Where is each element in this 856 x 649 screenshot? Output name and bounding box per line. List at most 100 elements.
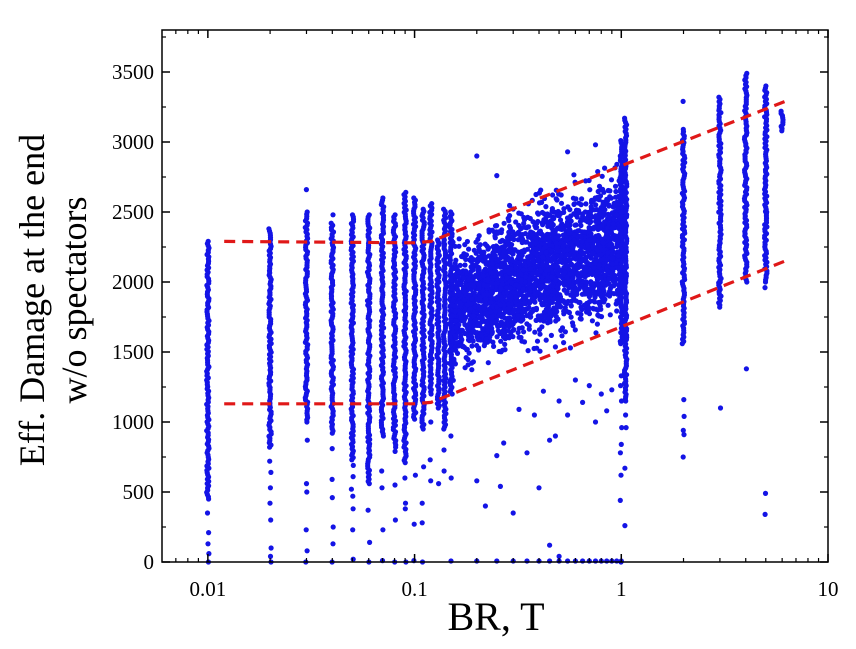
data-point bbox=[402, 500, 409, 506]
data-point bbox=[466, 246, 472, 252]
data-point bbox=[616, 225, 622, 231]
data-point bbox=[493, 295, 499, 301]
data-point bbox=[599, 236, 605, 242]
data-point bbox=[543, 285, 549, 291]
data-point bbox=[587, 298, 594, 304]
data-point bbox=[268, 469, 274, 475]
data-point bbox=[573, 207, 580, 213]
data-point bbox=[527, 215, 533, 222]
data-point bbox=[494, 334, 500, 340]
data-point bbox=[543, 337, 549, 343]
data-point bbox=[502, 309, 509, 315]
data-point bbox=[556, 248, 562, 254]
data-point bbox=[402, 475, 408, 481]
data-point bbox=[543, 204, 549, 210]
data-point bbox=[553, 277, 559, 283]
data-point bbox=[586, 305, 592, 311]
data-point bbox=[579, 196, 585, 202]
data-point bbox=[329, 476, 335, 482]
data-point bbox=[604, 558, 610, 564]
data-point bbox=[304, 489, 310, 495]
data-point bbox=[568, 303, 574, 309]
data-point bbox=[521, 300, 527, 306]
data-point bbox=[571, 201, 577, 207]
data-point bbox=[489, 329, 495, 335]
data-point bbox=[485, 276, 491, 282]
data-point bbox=[573, 196, 579, 202]
data-point bbox=[597, 292, 604, 298]
data-point bbox=[330, 212, 336, 218]
data-point bbox=[542, 244, 549, 250]
data-point bbox=[534, 345, 540, 351]
data-point bbox=[607, 242, 613, 248]
data-point bbox=[539, 236, 546, 242]
data-point bbox=[500, 253, 506, 259]
data-point bbox=[506, 257, 512, 263]
data-point bbox=[461, 284, 467, 290]
data-point bbox=[618, 472, 624, 478]
data-point bbox=[762, 279, 769, 285]
data-point bbox=[520, 308, 526, 315]
data-point bbox=[589, 318, 596, 324]
data-point bbox=[482, 503, 488, 509]
data-point bbox=[450, 377, 456, 383]
data-point bbox=[519, 237, 525, 243]
data-point bbox=[465, 362, 471, 368]
data-point bbox=[717, 405, 724, 411]
data-point bbox=[518, 277, 525, 283]
data-point bbox=[402, 506, 408, 512]
data-point bbox=[536, 229, 543, 235]
data-point bbox=[464, 238, 470, 245]
data-point bbox=[474, 153, 480, 159]
data-point bbox=[533, 191, 539, 198]
data-point bbox=[575, 228, 581, 234]
data-point bbox=[567, 218, 573, 224]
data-point bbox=[608, 229, 615, 235]
data-point bbox=[467, 272, 473, 278]
data-point bbox=[612, 273, 618, 279]
data-point bbox=[597, 252, 604, 258]
x-tick-label: 1 bbox=[616, 577, 627, 601]
data-point bbox=[613, 301, 619, 307]
data-point bbox=[467, 282, 473, 288]
data-point bbox=[494, 223, 500, 229]
data-point bbox=[502, 341, 508, 347]
data-point bbox=[615, 193, 621, 200]
data-point bbox=[206, 530, 212, 536]
data-point bbox=[527, 231, 534, 237]
data-point bbox=[606, 202, 612, 208]
data-point bbox=[477, 294, 483, 301]
data-point bbox=[267, 444, 273, 450]
data-point bbox=[597, 257, 604, 263]
data-point bbox=[441, 426, 447, 432]
data-point bbox=[505, 241, 511, 247]
data-point bbox=[469, 367, 475, 373]
data-point bbox=[453, 257, 459, 263]
data-point bbox=[441, 447, 447, 453]
data-point bbox=[596, 224, 603, 231]
data-point bbox=[489, 314, 495, 320]
data-point bbox=[421, 464, 427, 470]
data-point bbox=[485, 360, 491, 366]
data-point bbox=[420, 426, 426, 432]
data-point bbox=[492, 235, 498, 241]
data-point bbox=[534, 246, 540, 252]
data-point bbox=[469, 343, 475, 349]
data-point bbox=[540, 222, 546, 228]
data-point bbox=[449, 285, 455, 292]
data-point bbox=[558, 254, 564, 260]
data-point bbox=[614, 308, 620, 314]
data-point bbox=[496, 348, 502, 355]
data-point bbox=[350, 527, 356, 533]
data-point bbox=[558, 192, 564, 198]
data-point bbox=[554, 197, 560, 203]
data-point bbox=[454, 285, 460, 291]
data-point bbox=[533, 225, 539, 231]
data-point bbox=[448, 277, 454, 283]
data-point bbox=[523, 274, 529, 280]
data-point bbox=[518, 232, 524, 238]
data-point bbox=[622, 523, 628, 529]
data-point bbox=[472, 317, 478, 323]
data-point bbox=[557, 217, 564, 223]
data-point bbox=[500, 322, 506, 328]
